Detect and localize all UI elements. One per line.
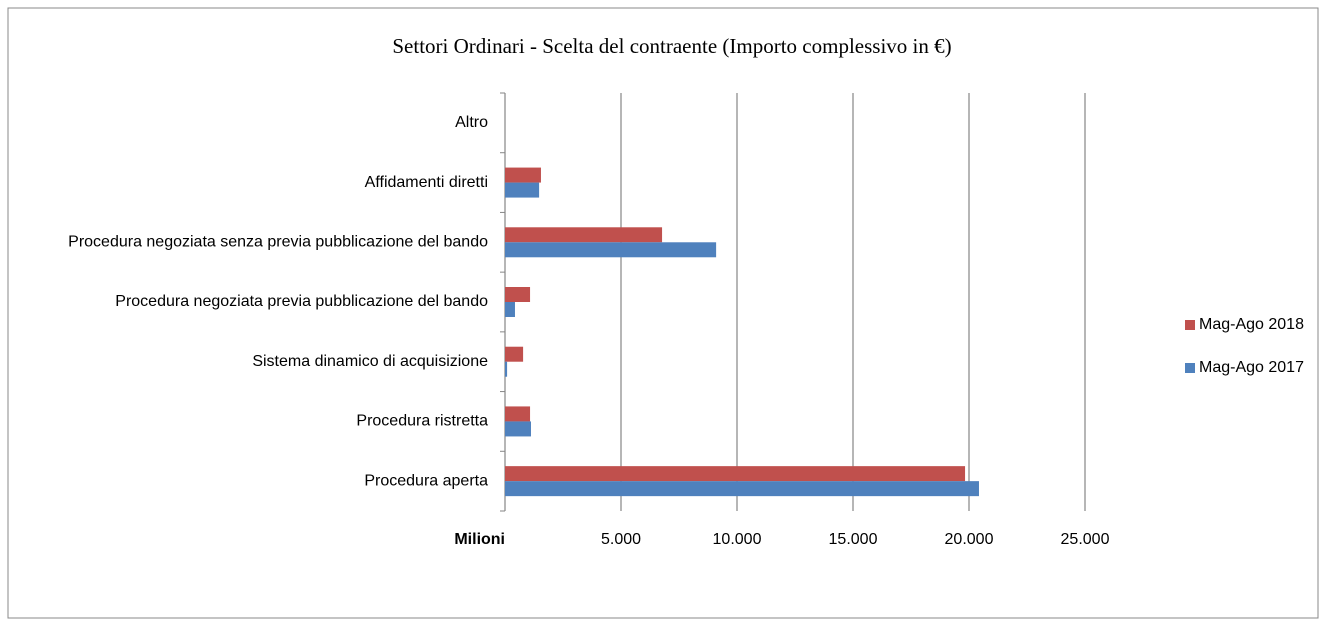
bar	[505, 406, 531, 422]
y-tick-label: Procedura negoziata previa pubblicazione…	[115, 293, 488, 310]
x-axis-label: Milioni	[454, 531, 505, 548]
y-tick-label: Sistema dinamico di acquisizione	[252, 353, 488, 370]
bar	[505, 227, 663, 243]
bar	[505, 182, 540, 198]
bar	[505, 346, 524, 362]
chart-title: Settori Ordinari - Scelta del contraente…	[392, 34, 951, 58]
bar	[505, 242, 717, 258]
legend-swatch	[1185, 363, 1195, 373]
bar	[505, 361, 508, 377]
legend-label: Mag-Ago 2017	[1199, 359, 1304, 376]
y-tick-label: Affidamenti diretti	[365, 174, 488, 191]
y-tick-label: Procedura negoziata senza previa pubblic…	[68, 234, 488, 251]
x-tick-label: 10.000	[713, 531, 762, 548]
bar	[505, 481, 979, 497]
bar	[505, 167, 541, 183]
y-tick-label: Procedura aperta	[364, 472, 488, 489]
legend-label: Mag-Ago 2018	[1199, 316, 1304, 333]
y-tick-label: Procedura ristretta	[356, 413, 488, 430]
x-tick-label: 5.000	[601, 531, 641, 548]
bar	[505, 466, 966, 482]
bar	[505, 421, 531, 437]
y-tick-label: Altro	[455, 114, 488, 131]
x-tick-label: 15.000	[829, 531, 878, 548]
x-tick-label: 20.000	[945, 531, 994, 548]
bar	[505, 302, 515, 317]
chart-frame	[7, 7, 1319, 619]
legend-swatch	[1185, 320, 1195, 330]
bar	[505, 287, 531, 302]
x-tick-label: 25.000	[1061, 531, 1110, 548]
